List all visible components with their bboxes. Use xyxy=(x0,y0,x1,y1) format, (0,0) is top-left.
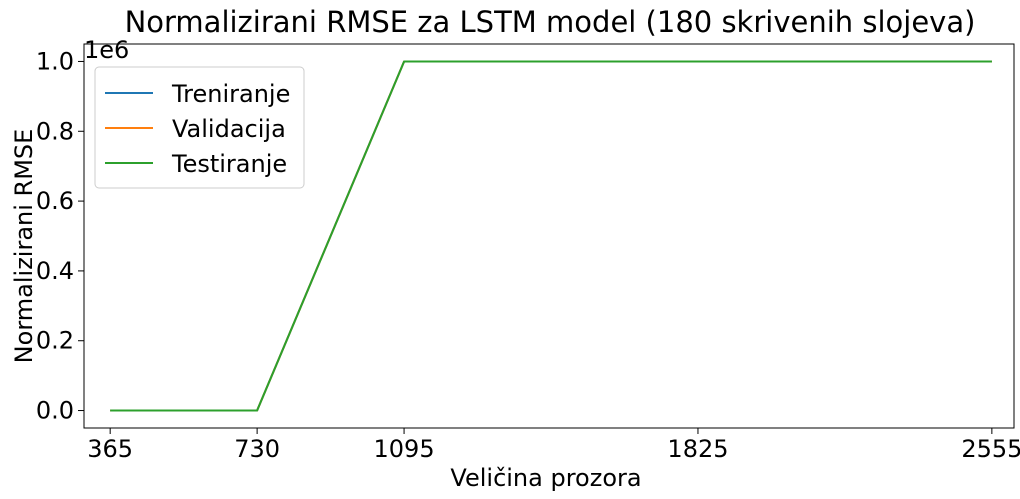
y-tick-label: 0.4 xyxy=(36,257,74,285)
legend-label: Validacija xyxy=(172,115,286,143)
series-line-testiranje xyxy=(110,60,992,412)
chart-title: Normalizirani RMSE za LSTM model (180 sk… xyxy=(125,5,976,39)
y-tick-label: 0.2 xyxy=(36,327,74,355)
legend-label: Treniranje xyxy=(171,80,290,108)
legend-box xyxy=(94,66,305,189)
x-tick-label: 365 xyxy=(87,435,133,463)
y-tick-label: 0.8 xyxy=(36,117,74,145)
legend: Treniranje Validacija Testiranje xyxy=(94,66,305,189)
y-tick-label: 0.6 xyxy=(36,187,74,215)
x-tick-label: 1095 xyxy=(374,435,435,463)
plot-marks: 365 730 1095 1825 2555 0.0 0.2 0.4 0.6 0.8 1.0 xyxy=(36,47,1020,463)
y-tick-label: 0.0 xyxy=(36,397,74,425)
x-tick-label: 730 xyxy=(234,435,280,463)
y-tick-label: 1.0 xyxy=(36,47,74,75)
x-tick-label: 2555 xyxy=(961,435,1020,463)
y-axis-label: Normalizirani RMSE xyxy=(10,129,38,364)
x-axis-label: Veličina prozora xyxy=(450,464,641,492)
plot-area-frame xyxy=(83,43,1015,429)
x-tick-label: 1825 xyxy=(667,435,728,463)
y-offset-label: 1e6 xyxy=(84,36,129,64)
legend-label: Testiranje xyxy=(171,150,287,178)
